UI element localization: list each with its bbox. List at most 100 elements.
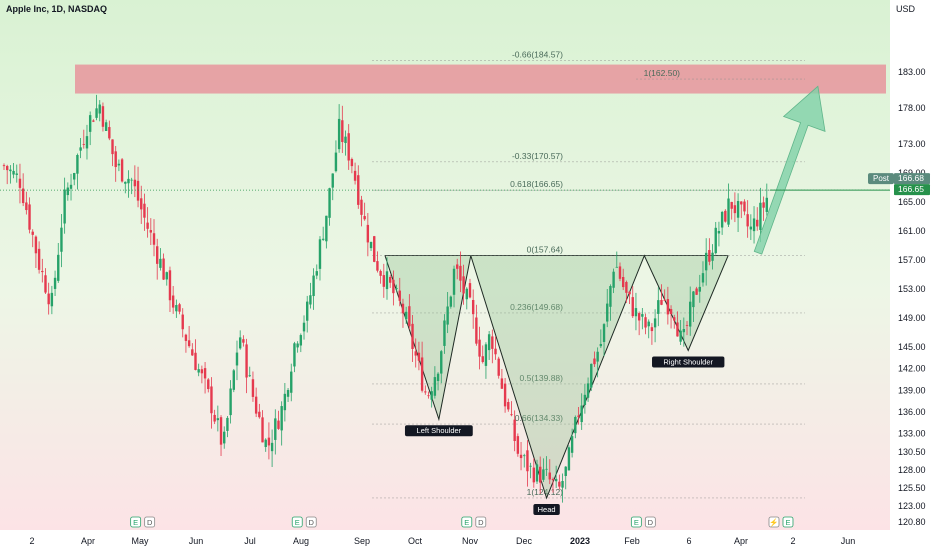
candle-body	[207, 379, 210, 390]
event-icon	[144, 516, 156, 528]
candle-body	[395, 288, 398, 290]
candle-body	[663, 299, 666, 301]
candle-body	[337, 118, 341, 150]
candle-body	[414, 351, 417, 356]
candle-body	[25, 202, 28, 211]
y-tick-label: 149.00	[898, 313, 926, 323]
fib-level-label: -0.66(184.57)	[512, 49, 563, 59]
candle-body	[200, 369, 204, 374]
event-icon-label: E	[295, 518, 300, 527]
candle-body	[430, 391, 433, 400]
candle-body	[309, 295, 312, 305]
last-price-value: 166.65	[898, 184, 924, 194]
candle-body	[599, 343, 603, 347]
time-axis-background	[0, 530, 932, 550]
candle-body	[181, 314, 184, 330]
x-tick-label: Aug	[293, 536, 309, 546]
event-icon-label: E	[464, 518, 469, 527]
candle-body	[558, 481, 561, 487]
candle-body	[590, 363, 593, 388]
candle-body	[175, 305, 178, 312]
candle-body	[494, 348, 497, 355]
y-tick-label: 125.50	[898, 483, 926, 493]
candle-body	[50, 292, 54, 307]
fib-level-label: 0(157.64)	[527, 244, 564, 254]
candle-body	[708, 250, 711, 262]
y-tick-label: 178.00	[898, 103, 926, 113]
candle-body	[184, 334, 188, 341]
x-tick-label: 2	[29, 536, 34, 546]
candle-body	[344, 136, 347, 144]
candle-body	[379, 270, 382, 276]
candle-body	[286, 389, 290, 397]
candle-body	[248, 375, 251, 377]
candle-body	[238, 337, 242, 349]
candle-body	[63, 189, 66, 224]
fib-level-label: 0.5(139.88)	[520, 373, 564, 383]
candle-body	[424, 391, 427, 393]
candle-body	[449, 296, 453, 307]
candle-body	[529, 465, 532, 467]
candle-body	[79, 147, 82, 151]
candle-body	[210, 386, 213, 414]
candle-body	[583, 394, 587, 406]
candle-body	[542, 469, 545, 480]
candle-body	[171, 295, 175, 308]
candle-body	[296, 343, 299, 348]
candle-body	[219, 417, 223, 445]
x-tick-label: Sep	[354, 536, 370, 546]
candle-body	[733, 205, 737, 214]
post-tag-label: Post	[873, 174, 890, 183]
x-tick-label: Apr	[734, 536, 748, 546]
candle-body	[468, 283, 472, 298]
x-tick-label: Jun	[189, 536, 204, 546]
pattern-annotation: Left Shoulder	[404, 425, 473, 437]
x-tick-label: 6	[686, 536, 691, 546]
candle-body	[373, 236, 376, 262]
candle-body	[602, 324, 606, 342]
resistance-zone	[75, 64, 886, 94]
candle-body	[382, 275, 386, 287]
candle-body	[714, 227, 717, 254]
candle-body	[369, 241, 373, 249]
candle-body	[47, 293, 50, 305]
candle-body	[159, 258, 162, 268]
event-icon	[630, 516, 642, 528]
candle-body	[491, 336, 494, 349]
event-icon-label: D	[147, 518, 153, 527]
candle-body	[724, 210, 727, 222]
annotation-box	[533, 503, 560, 515]
candle-body	[385, 271, 389, 290]
candle-body	[178, 304, 181, 312]
candle-body	[660, 300, 663, 305]
candle-body	[634, 308, 638, 317]
event-icon-label: D	[648, 518, 654, 527]
post-price-value: 166.68	[898, 173, 924, 183]
candle-body	[321, 238, 325, 240]
y-tick-label: 173.00	[898, 139, 926, 149]
candle-body	[18, 178, 22, 188]
y-tick-label: 183.00	[898, 67, 926, 77]
y-tick-label: 169.00	[898, 168, 926, 178]
candle-body	[264, 439, 267, 448]
candle-body	[328, 188, 331, 218]
candle-body	[647, 321, 650, 327]
candle-body	[31, 231, 34, 235]
y-tick-label: 165.00	[898, 197, 926, 207]
candle-body	[283, 393, 287, 411]
candle-body	[446, 306, 449, 325]
candle-body	[363, 216, 366, 220]
candle-body	[701, 273, 705, 283]
candle-body	[519, 454, 523, 459]
upward-target-arrow	[753, 85, 826, 255]
candle-body	[360, 199, 363, 215]
candle-body	[120, 159, 124, 182]
candle-body	[315, 271, 318, 276]
candle-body	[740, 201, 743, 205]
candle-body	[756, 219, 759, 227]
fib-level-label: 1(162.50)	[644, 68, 681, 78]
candle-body	[334, 152, 338, 172]
candle-body	[625, 281, 628, 293]
candle-body	[523, 455, 526, 457]
